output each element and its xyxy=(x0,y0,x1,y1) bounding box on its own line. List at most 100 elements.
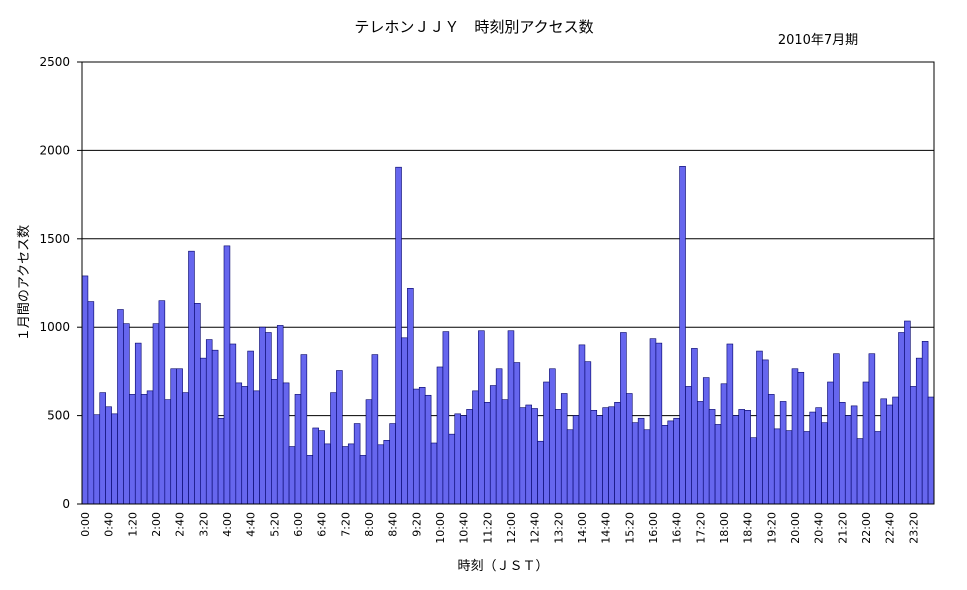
bar xyxy=(389,423,396,505)
bar xyxy=(330,392,337,505)
bar xyxy=(738,409,745,505)
x-tick-label: 19:20 xyxy=(765,512,778,544)
x-tick-label: 11:20 xyxy=(481,512,494,544)
bar xyxy=(265,332,272,505)
chart-title: テレホンＪＪＹ 時刻別アクセス数 xyxy=(354,18,593,36)
bar xyxy=(584,361,592,505)
x-tick-label: 10:40 xyxy=(458,512,471,544)
bar xyxy=(904,320,911,505)
bar xyxy=(205,339,213,505)
bar xyxy=(217,417,225,505)
x-tick-label: 5:20 xyxy=(268,512,281,537)
bar xyxy=(750,437,757,505)
x-tick-label: 12:40 xyxy=(529,512,542,544)
bar xyxy=(549,368,556,505)
bar xyxy=(247,350,254,505)
bar xyxy=(134,342,142,505)
x-tick-label: 1:20 xyxy=(126,512,139,537)
bar xyxy=(560,393,568,505)
bar xyxy=(714,424,722,505)
bar xyxy=(649,338,657,505)
bar xyxy=(531,408,538,505)
bar xyxy=(229,343,237,505)
bar xyxy=(910,386,917,505)
bar xyxy=(785,430,793,505)
y-tick-label: 0 xyxy=(62,497,70,511)
bar xyxy=(383,440,390,505)
bar xyxy=(643,429,651,505)
x-tick-label: 17:20 xyxy=(694,512,707,544)
bar xyxy=(697,401,704,505)
bar xyxy=(880,398,887,505)
y-tick-label: 1000 xyxy=(39,320,70,334)
bar xyxy=(164,399,172,505)
bar xyxy=(241,386,248,505)
bar xyxy=(927,396,935,505)
bar xyxy=(81,275,89,505)
x-tick-label: 8:00 xyxy=(363,512,376,537)
bar xyxy=(868,353,876,505)
bar xyxy=(395,166,402,505)
bar xyxy=(578,344,586,505)
bar xyxy=(543,381,550,505)
y-tick-label: 500 xyxy=(47,409,70,423)
bar xyxy=(448,433,456,505)
x-axis-label: 時刻（ＪＳＴ） xyxy=(457,559,548,574)
bar xyxy=(489,385,497,505)
bar xyxy=(342,446,349,505)
bar xyxy=(472,390,479,505)
bar xyxy=(525,404,532,505)
x-tick-label: 3:20 xyxy=(197,512,210,537)
y-axis-label: １月間のアクセス数 xyxy=(17,225,32,341)
bar xyxy=(685,386,692,505)
bar xyxy=(850,405,858,505)
bar xyxy=(833,353,840,505)
bar xyxy=(513,362,521,505)
bar xyxy=(637,417,645,505)
bar xyxy=(679,166,686,505)
bar xyxy=(271,379,278,505)
bar xyxy=(359,455,367,505)
bar xyxy=(495,368,503,505)
bar xyxy=(401,337,408,505)
bar xyxy=(815,407,822,505)
bar xyxy=(720,383,728,505)
x-tick-label: 22:40 xyxy=(884,512,897,544)
x-tick-label: 13:20 xyxy=(552,512,565,544)
bar xyxy=(572,415,580,505)
x-tick-label: 20:00 xyxy=(789,512,802,544)
bar xyxy=(146,390,154,505)
bar xyxy=(768,394,775,505)
bar xyxy=(188,250,195,505)
x-tick-label: 16:00 xyxy=(647,512,660,544)
bar xyxy=(566,429,574,505)
x-tick-label: 14:40 xyxy=(600,512,613,544)
bar xyxy=(762,359,769,505)
bar xyxy=(661,425,669,505)
bar xyxy=(418,387,426,505)
bar xyxy=(537,440,544,505)
bar xyxy=(158,300,166,505)
x-tick-label: 4:00 xyxy=(221,512,234,537)
bar xyxy=(898,332,905,505)
x-tick-label: 8:40 xyxy=(387,512,400,537)
bar xyxy=(407,288,414,505)
bar xyxy=(152,323,160,505)
bar xyxy=(211,349,219,505)
bar xyxy=(436,366,444,505)
bar xyxy=(105,406,112,505)
x-tick-label: 22:00 xyxy=(860,512,873,544)
bar xyxy=(223,245,231,505)
bar xyxy=(614,402,621,505)
bar xyxy=(673,417,680,505)
bar xyxy=(347,443,355,505)
bar xyxy=(708,409,716,505)
x-tick-label: 0:40 xyxy=(103,512,116,537)
bar xyxy=(744,409,751,505)
bar xyxy=(253,390,260,505)
bar xyxy=(235,382,243,505)
bar xyxy=(99,392,106,505)
chart-subtitle: 2010年7月期 xyxy=(778,33,858,48)
bar xyxy=(773,428,781,505)
bar xyxy=(821,422,828,505)
